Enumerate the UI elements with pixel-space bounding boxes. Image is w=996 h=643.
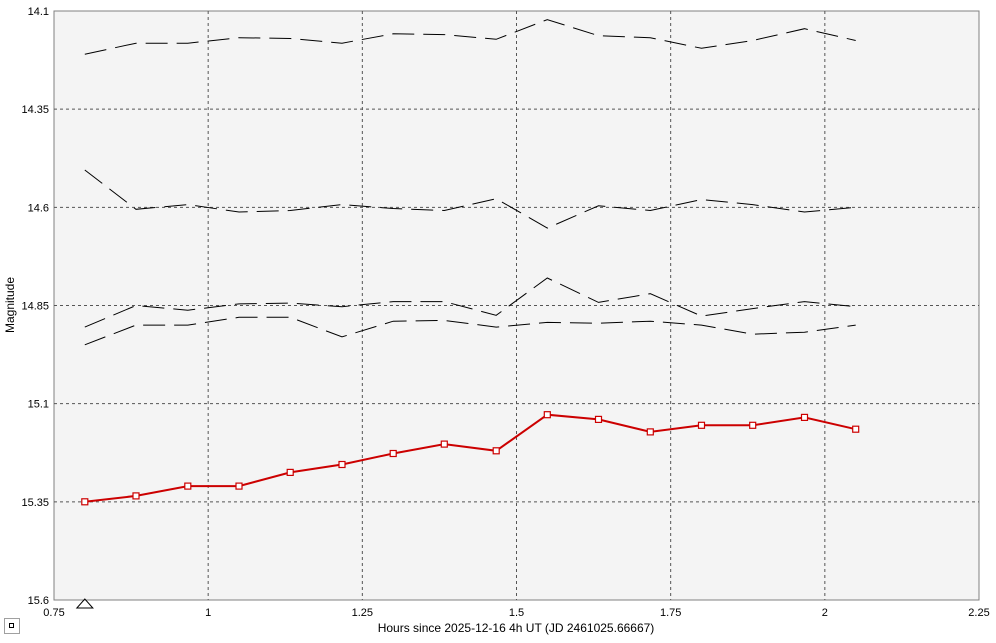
target-star-point xyxy=(697,421,706,429)
comparison-star-line xyxy=(84,316,856,346)
y-tick-label: 15.1 xyxy=(28,399,49,411)
target-star-point xyxy=(594,415,603,423)
target-star-point xyxy=(852,425,860,433)
target-star-line xyxy=(84,413,856,503)
y-tick-label: 15.6 xyxy=(28,595,49,607)
x-tick-label: 2 xyxy=(822,607,828,619)
y-tick-label: 14.35 xyxy=(21,104,49,116)
legend-toggle-button[interactable] xyxy=(4,618,20,634)
y-tick-label: 14.6 xyxy=(28,202,49,214)
x-tick-label: 1.75 xyxy=(660,607,681,619)
target-star-point xyxy=(440,440,448,448)
y-tick-labels: 14.1 14.35 14.6 14.85 15.1 15.35 15.6 xyxy=(21,6,49,607)
x-axis-label: Hours since 2025-12-16 4h UT (JD 2461025… xyxy=(378,621,655,635)
x-tick-label: 2.25 xyxy=(968,607,989,619)
target-star-point xyxy=(81,498,89,506)
series-layer xyxy=(81,19,860,506)
x-tick-label: 0.75 xyxy=(43,607,64,619)
target-star-point xyxy=(800,413,809,421)
comparison-star-line xyxy=(84,169,856,229)
target-star-point xyxy=(286,468,294,476)
target-star-point xyxy=(389,449,397,458)
target-star-point xyxy=(646,428,654,436)
target-star-point xyxy=(492,447,500,455)
x-tick-labels: 0.75 1 1.25 1.5 1.75 2 2.25 xyxy=(43,607,989,619)
x-tick-label: 1.25 xyxy=(352,607,373,619)
x-tick-label: 1.5 xyxy=(509,607,524,619)
y-tick-label: 14.1 xyxy=(28,6,49,18)
y-axis-label: Magnitude xyxy=(3,277,17,333)
target-star-point xyxy=(132,492,140,500)
time-marker-triangle xyxy=(75,598,94,609)
y-tick-label: 15.35 xyxy=(21,497,49,509)
grid-lines xyxy=(54,11,979,600)
y-tick-label: 14.85 xyxy=(21,301,49,313)
target-star-point xyxy=(543,411,551,419)
x-tick-label: 1 xyxy=(205,607,211,619)
target-star-point xyxy=(184,482,192,490)
comparison-star-line xyxy=(84,277,856,328)
comparison-star-line xyxy=(84,19,856,55)
target-star-point xyxy=(749,421,757,429)
square-icon xyxy=(9,623,14,628)
target-star-point xyxy=(235,482,243,490)
target-star-point xyxy=(338,460,346,469)
